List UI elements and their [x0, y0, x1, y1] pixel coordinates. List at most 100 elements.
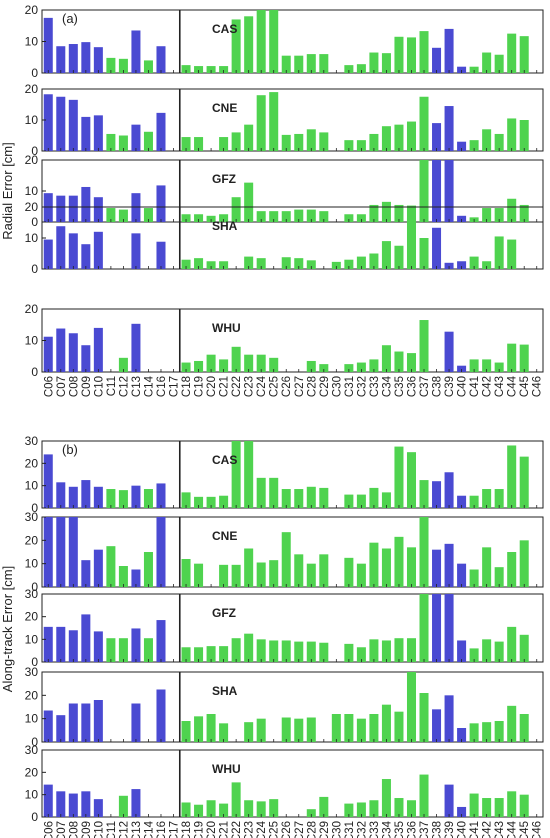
bar-c28 — [306, 129, 316, 151]
bar-c10 — [93, 327, 103, 372]
bar-c31 — [344, 214, 354, 222]
bar-c44 — [507, 33, 517, 73]
bar-c09 — [81, 560, 91, 587]
bar-c37 — [419, 96, 429, 151]
bar-c23 — [244, 124, 254, 151]
bar-c16 — [156, 483, 166, 508]
bar-c32 — [356, 256, 366, 269]
bar-c31 — [344, 557, 354, 587]
x-tick-label-c24: C24 — [256, 820, 268, 838]
bar-c10 — [93, 549, 103, 587]
bar-c43 — [494, 641, 504, 662]
y-tick-label: 10 — [25, 231, 39, 245]
x-tick-label-c13: C13 — [131, 376, 143, 397]
y-tick-label: 0 — [31, 365, 38, 379]
x-tick-label-c09: C09 — [81, 821, 93, 838]
y-tick-label: 20 — [25, 610, 39, 624]
bar-c43 — [494, 798, 504, 817]
y-tick-label: 10 — [25, 113, 39, 127]
bar-c41 — [469, 66, 479, 73]
bar-c36 — [406, 452, 416, 508]
x-tick-label-c07: C07 — [56, 821, 68, 838]
bar-c14 — [143, 638, 153, 662]
bar-c10 — [93, 700, 103, 742]
bar-c42 — [482, 722, 492, 742]
bar-c40 — [457, 563, 467, 587]
bar-c19 — [194, 496, 204, 508]
x-tick-label-c17: C17 — [169, 376, 181, 397]
x-tick-label-c13: C13 — [131, 821, 143, 838]
subplot-gfz: 0 10 20 30 GFZ — [25, 587, 544, 669]
bar-c20 — [206, 714, 216, 742]
bar-c23 — [244, 800, 254, 817]
bar-c45 — [519, 344, 529, 372]
bar-c34 — [381, 492, 391, 508]
bar-c23 — [244, 182, 254, 222]
x-tick-label-c12: C12 — [118, 376, 130, 397]
bar-c08 — [68, 195, 78, 222]
subplot-frame — [41, 440, 544, 509]
bar-c19 — [194, 214, 204, 222]
bar-c11 — [106, 208, 116, 222]
panel-label: (a) — [62, 11, 78, 26]
x-tick-label-c25: C25 — [269, 821, 281, 838]
x-tick-label-c43: C43 — [494, 376, 506, 397]
bar-c11 — [106, 57, 116, 73]
x-tick-label-c16: C16 — [156, 821, 168, 838]
y-tick-label: 10 — [25, 184, 39, 198]
x-tick-label-c27: C27 — [294, 821, 306, 838]
bar-c08 — [68, 486, 78, 508]
subplot-cne: 0 10 20 CNE — [25, 82, 544, 158]
x-tick-label-c09: C09 — [81, 376, 93, 397]
y-tick-label: 0 — [31, 215, 38, 229]
bar-c33 — [369, 800, 379, 817]
bar-c22 — [231, 441, 241, 508]
bar-c26 — [281, 257, 291, 269]
bar-c36 — [406, 353, 416, 372]
bar-c35 — [394, 711, 404, 742]
bar-c36 — [406, 547, 416, 587]
bar-c38 — [432, 594, 442, 662]
bar-c13 — [131, 323, 141, 372]
bar-c07 — [56, 195, 66, 222]
subplot-label-whu: WHU — [212, 321, 241, 335]
bar-c43 — [494, 567, 504, 587]
bar-c07 — [56, 226, 66, 269]
bar-c20 — [206, 66, 216, 73]
bar-c29 — [319, 554, 329, 587]
bar-c20 — [206, 261, 216, 269]
subplot-gfz: 0 10 20 GFZ — [25, 153, 544, 229]
bar-c13 — [131, 30, 141, 74]
bar-c07 — [56, 715, 66, 742]
bar-c09 — [81, 345, 91, 372]
bar-c12 — [118, 566, 128, 587]
bar-c42 — [482, 208, 492, 222]
x-tick-label-c30: C30 — [331, 821, 343, 838]
bar-c38 — [432, 549, 442, 587]
bar-c06 — [43, 17, 53, 73]
bar-c26 — [281, 532, 291, 587]
bar-c11 — [106, 638, 116, 662]
bar-c35 — [394, 351, 404, 372]
bar-c10 — [93, 799, 103, 817]
bar-c40 — [457, 728, 467, 742]
bar-c23 — [244, 441, 254, 508]
x-tick-label-c46: C46 — [532, 821, 544, 838]
bar-c37 — [419, 594, 429, 662]
y-tick-label: 10 — [25, 557, 39, 571]
bar-c10 — [93, 231, 103, 269]
bar-c40 — [457, 640, 467, 662]
y-tick-label: 0 — [31, 262, 38, 276]
bar-c27 — [294, 209, 304, 222]
bar-c07 — [56, 791, 66, 817]
bar-c33 — [369, 542, 379, 587]
bar-c38 — [432, 709, 442, 742]
bar-c25 — [269, 357, 279, 372]
x-tick-label-c34: C34 — [381, 820, 393, 838]
bar-c41 — [469, 569, 479, 587]
bar-c23 — [244, 256, 254, 269]
subplot-frame — [41, 516, 544, 588]
bar-c37 — [419, 480, 429, 508]
bar-c06 — [43, 710, 53, 742]
bar-c20 — [206, 354, 216, 372]
